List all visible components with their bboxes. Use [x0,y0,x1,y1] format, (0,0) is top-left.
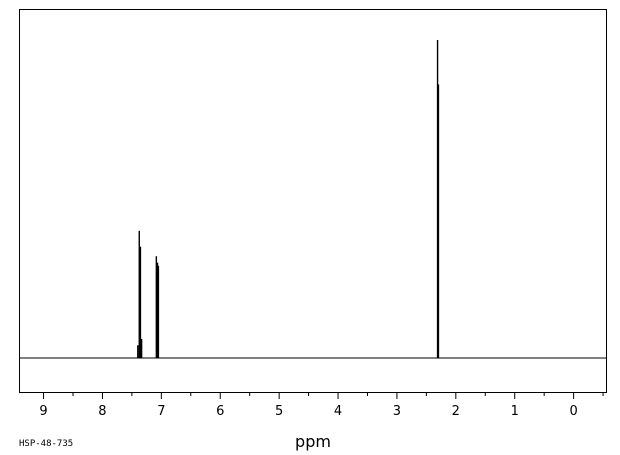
x-tick-label: 2 [452,404,460,419]
x-tick-label: 7 [157,404,165,419]
x-axis-ticks [43,393,604,399]
spectrum-code-label: HSP-48-735 [19,439,73,449]
spectrum-peaks [137,40,440,358]
x-tick-label: 0 [569,404,577,419]
x-tick-label: 8 [98,404,106,419]
x-tick-label: 5 [275,404,283,419]
x-axis-title: ppm [295,432,331,451]
x-tick-label: 4 [334,404,342,419]
plot-frame [19,9,607,393]
x-tick-label: 9 [39,404,47,419]
x-axis-tick-labels: 9 8 7 6 5 4 3 2 1 0 [39,404,577,419]
x-tick-label: 1 [511,404,519,419]
x-tick-label: 6 [216,404,224,419]
x-tick-label: 3 [393,404,401,419]
